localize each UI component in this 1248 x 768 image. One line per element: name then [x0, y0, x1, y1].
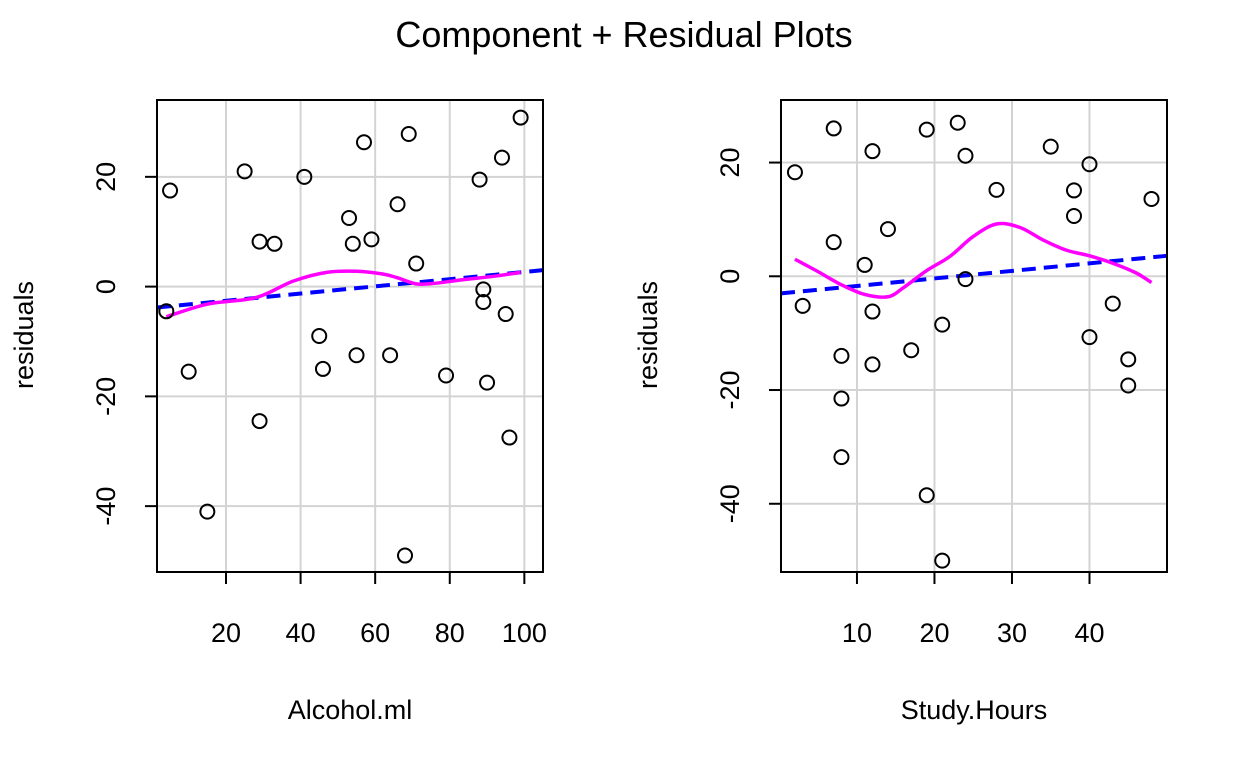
data-point	[1104, 295, 1121, 312]
data-point	[479, 374, 496, 391]
y-axis-label: residuals	[633, 281, 663, 389]
data-point	[180, 363, 197, 380]
data-point	[833, 390, 850, 407]
data-point	[296, 168, 313, 185]
data-point	[1120, 351, 1137, 368]
data-point	[786, 164, 803, 181]
data-point	[1042, 138, 1059, 155]
data-point	[833, 347, 850, 364]
data-point	[1081, 156, 1098, 173]
data-point	[438, 367, 455, 384]
x-tick-label: 10	[842, 618, 872, 648]
x-tick-label: 30	[997, 618, 1027, 648]
x-axis-label: Alcohol.ml	[288, 695, 413, 725]
data-point	[934, 316, 951, 333]
x-tick-label: 60	[360, 618, 390, 648]
panel-alcohol: residuals Alcohol.ml 20 40 60 80 100 -40 -20 0 2…	[9, 99, 547, 725]
plot-frame	[156, 99, 544, 573]
smooth-curve	[794, 221, 1153, 299]
data-point	[400, 126, 417, 143]
data-point	[794, 297, 811, 314]
data-point	[1120, 377, 1137, 394]
data-point	[988, 181, 1005, 198]
data-point	[856, 256, 873, 273]
data-point	[918, 121, 935, 138]
y-tick-label: -20	[715, 371, 745, 410]
data-point	[918, 487, 935, 504]
y-tick-label: 0	[715, 269, 745, 284]
data-point	[864, 356, 881, 373]
y-tick-label: 0	[91, 279, 121, 294]
data-point	[879, 221, 896, 238]
data-point	[864, 143, 881, 160]
y-tick-label: -20	[91, 377, 121, 416]
data-point	[475, 293, 492, 310]
data-point	[158, 303, 175, 320]
data-point	[493, 149, 510, 166]
data-point	[957, 147, 974, 164]
data-point	[408, 255, 425, 272]
data-point	[903, 342, 920, 359]
data-point	[497, 306, 514, 323]
data-point	[471, 171, 488, 188]
data-point	[314, 360, 331, 377]
y-tick-label: -40	[715, 484, 745, 523]
data-point	[957, 271, 974, 288]
smooth-curve	[165, 269, 521, 319]
data-point	[389, 196, 406, 213]
data-point	[199, 503, 216, 520]
x-axis-label: Study.Hours	[901, 695, 1048, 725]
x-tick-label: 80	[435, 618, 465, 648]
data-point	[266, 235, 283, 252]
y-tick-label: 20	[91, 162, 121, 192]
panel-study-hours: residuals Study.Hours 10 20 30 40 -40 -20 0 20	[633, 99, 1168, 725]
data-point	[397, 547, 414, 564]
data-point	[833, 449, 850, 466]
data-point	[864, 303, 881, 320]
data-point	[825, 120, 842, 137]
data-point	[251, 233, 268, 250]
data-point	[236, 163, 253, 180]
y-tick-label: -40	[91, 487, 121, 526]
data-point	[501, 429, 518, 446]
data-point	[251, 413, 268, 430]
data-point	[344, 235, 361, 252]
x-tick-label: 20	[211, 618, 241, 648]
data-point	[475, 281, 492, 298]
plot-frame	[780, 99, 1168, 573]
data-point	[348, 347, 365, 364]
x-tick-label: 20	[919, 618, 949, 648]
chart-title: Component + Residual Plots	[395, 14, 853, 55]
data-point	[1065, 182, 1082, 199]
y-axis-label: residuals	[9, 281, 39, 389]
data-point	[382, 347, 399, 364]
data-point	[934, 552, 951, 569]
data-point	[1065, 208, 1082, 225]
data-point	[355, 134, 372, 151]
data-point	[363, 231, 380, 248]
data-point	[512, 109, 529, 126]
data-point	[162, 182, 179, 199]
y-tick-label: 20	[715, 148, 745, 178]
data-point	[825, 234, 842, 251]
x-tick-label: 40	[1074, 618, 1104, 648]
x-tick-label: 40	[286, 618, 316, 648]
data-point	[949, 114, 966, 131]
data-point	[1081, 329, 1098, 346]
data-point	[311, 328, 328, 344]
x-tick-label: 100	[502, 618, 547, 648]
data-point	[1143, 190, 1160, 207]
data-point	[341, 210, 358, 226]
